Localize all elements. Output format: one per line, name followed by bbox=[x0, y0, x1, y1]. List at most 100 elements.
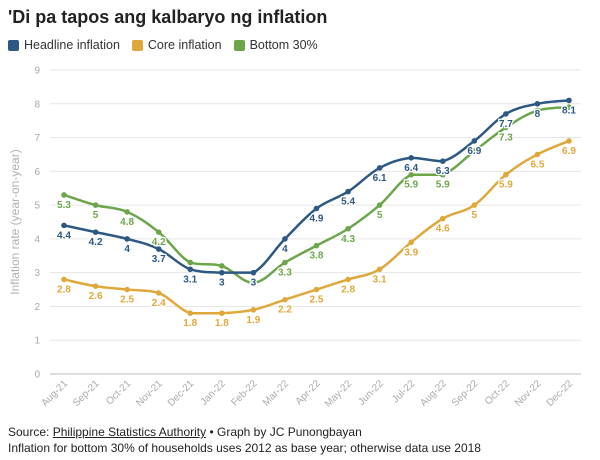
x-tick-label: Dec-21 bbox=[166, 378, 197, 409]
source-credit: • Graph by JC Punongbayan bbox=[206, 425, 362, 439]
x-tick-label: Nov-22 bbox=[513, 378, 544, 409]
data-point-core bbox=[534, 151, 541, 158]
x-tick-label: Jan-22 bbox=[199, 378, 229, 408]
data-point-bottom30 bbox=[92, 202, 99, 208]
data-label-bottom30: 5.3 bbox=[57, 200, 71, 211]
data-point-bottom30 bbox=[566, 104, 572, 110]
y-tick-label: 7 bbox=[34, 133, 40, 144]
data-label-core: 4.6 bbox=[436, 224, 450, 235]
x-tick-label: Jul-22 bbox=[390, 378, 417, 405]
legend-label-headline: Headline inflation bbox=[24, 38, 120, 52]
x-tick-label: Sep-22 bbox=[450, 378, 481, 409]
data-point-core bbox=[471, 202, 478, 208]
y-tick-label: 3 bbox=[34, 268, 40, 279]
source-line: Source: Philippine Statistics Authority … bbox=[8, 424, 481, 440]
x-tick-label: Aug-22 bbox=[418, 378, 449, 409]
x-tick-label: Feb-22 bbox=[229, 378, 259, 408]
data-point-bottom30 bbox=[155, 229, 162, 235]
data-label-core: 5.9 bbox=[499, 180, 513, 191]
x-tick-label: Oct-22 bbox=[483, 378, 512, 407]
data-label-headline: 4.4 bbox=[57, 230, 71, 241]
data-point-headline bbox=[408, 155, 414, 161]
data-point-core bbox=[503, 171, 509, 178]
data-point-bottom30 bbox=[124, 209, 130, 215]
data-point-core bbox=[439, 215, 446, 222]
data-label-core: 5 bbox=[472, 210, 478, 221]
y-tick-label: 8 bbox=[34, 99, 40, 110]
data-label-bottom30: 4.8 bbox=[120, 217, 134, 228]
legend-item-bottom30[interactable]: Bottom 30% bbox=[233, 38, 318, 52]
y-axis-title: Inflation rate (year-on-year) bbox=[8, 149, 22, 294]
data-point-headline bbox=[439, 158, 446, 164]
x-tick-label: Apr-22 bbox=[294, 378, 323, 407]
legend-item-headline[interactable]: Headline inflation bbox=[8, 38, 120, 52]
data-label-core: 2.6 bbox=[89, 291, 103, 302]
data-label-core: 6.9 bbox=[562, 146, 576, 157]
data-point-bottom30 bbox=[503, 124, 509, 131]
data-label-core: 2.8 bbox=[57, 284, 71, 295]
data-label-core: 2.8 bbox=[341, 284, 355, 295]
data-point-bottom30 bbox=[439, 171, 446, 178]
x-tick-label: Jun-22 bbox=[356, 378, 386, 408]
data-point-headline bbox=[250, 269, 257, 276]
data-label-headline: 7.7 bbox=[499, 119, 513, 130]
y-tick-label: 4 bbox=[34, 234, 40, 245]
line-chart: 0 1 2 3 4 5 6 7 8 9 Inflation rate (year-on-year) A… bbox=[8, 66, 581, 410]
data-point-bottom30 bbox=[282, 259, 288, 266]
data-point-bottom30 bbox=[61, 192, 67, 198]
data-point-core bbox=[345, 276, 351, 283]
source-link[interactable]: Philippine Statistics Authority bbox=[52, 425, 207, 439]
data-label-bottom30: 3.3 bbox=[278, 268, 292, 279]
data-label-bottom30: 5 bbox=[93, 210, 99, 221]
data-label-bottom30: 5.9 bbox=[404, 180, 418, 191]
data-point-core bbox=[187, 310, 194, 316]
x-tick-label: Aug-21 bbox=[40, 378, 71, 409]
legend: Headline inflation Core inflation Bottom… bbox=[8, 38, 318, 52]
data-label-bottom30: 5.9 bbox=[436, 180, 450, 191]
data-point-headline bbox=[503, 111, 509, 117]
data-label-headline: 4.2 bbox=[89, 237, 103, 248]
data-label-bottom30: 5 bbox=[377, 210, 383, 221]
data-point-bottom30 bbox=[534, 107, 541, 114]
data-point-headline bbox=[92, 229, 99, 235]
footnote: Inflation for bottom 30% of households u… bbox=[8, 441, 481, 455]
data-point-bottom30 bbox=[313, 242, 320, 249]
data-point-core bbox=[124, 286, 130, 293]
data-label-headline: 6.1 bbox=[373, 173, 387, 184]
y-tick-label: 6 bbox=[34, 167, 40, 178]
data-label-core: 2.5 bbox=[120, 295, 134, 306]
legend-item-core[interactable]: Core inflation bbox=[131, 38, 222, 52]
y-tick-label: 5 bbox=[34, 201, 40, 212]
data-point-core bbox=[313, 286, 320, 293]
data-point-headline bbox=[61, 222, 67, 229]
data-point-bottom30 bbox=[250, 280, 257, 286]
legend-swatch-core bbox=[131, 39, 143, 51]
data-point-core bbox=[92, 283, 99, 289]
data-label-bottom30: 4.2 bbox=[152, 237, 166, 248]
x-tick-label: May-22 bbox=[323, 378, 355, 410]
data-label-headline: 6.9 bbox=[467, 146, 481, 157]
data-point-core bbox=[566, 138, 572, 144]
data-label-bottom30: 3.8 bbox=[310, 251, 324, 262]
data-point-headline bbox=[566, 97, 572, 104]
data-label-headline: 5.4 bbox=[341, 197, 355, 208]
data-label-core: 1.9 bbox=[246, 315, 260, 326]
data-point-headline bbox=[219, 269, 225, 276]
y-tick-label: 0 bbox=[34, 370, 40, 381]
data-point-bottom30 bbox=[408, 171, 414, 178]
x-tick-label: Sep-21 bbox=[71, 378, 102, 409]
data-point-headline bbox=[313, 205, 320, 212]
data-point-headline bbox=[124, 236, 130, 242]
data-point-headline bbox=[345, 188, 351, 195]
data-label-core: 2.5 bbox=[310, 295, 324, 306]
legend-swatch-headline bbox=[8, 39, 19, 51]
data-point-headline bbox=[534, 100, 541, 107]
data-label-core: 3.1 bbox=[373, 274, 387, 285]
data-point-bottom30 bbox=[471, 148, 478, 154]
x-tick-label: Oct-21 bbox=[104, 378, 133, 407]
data-label-headline: 4.9 bbox=[310, 213, 324, 224]
data-label-headline: 4 bbox=[282, 244, 288, 255]
data-point-core bbox=[282, 296, 288, 303]
legend-swatch-bottom30 bbox=[233, 39, 245, 51]
x-tick-label: Nov-21 bbox=[134, 378, 165, 409]
